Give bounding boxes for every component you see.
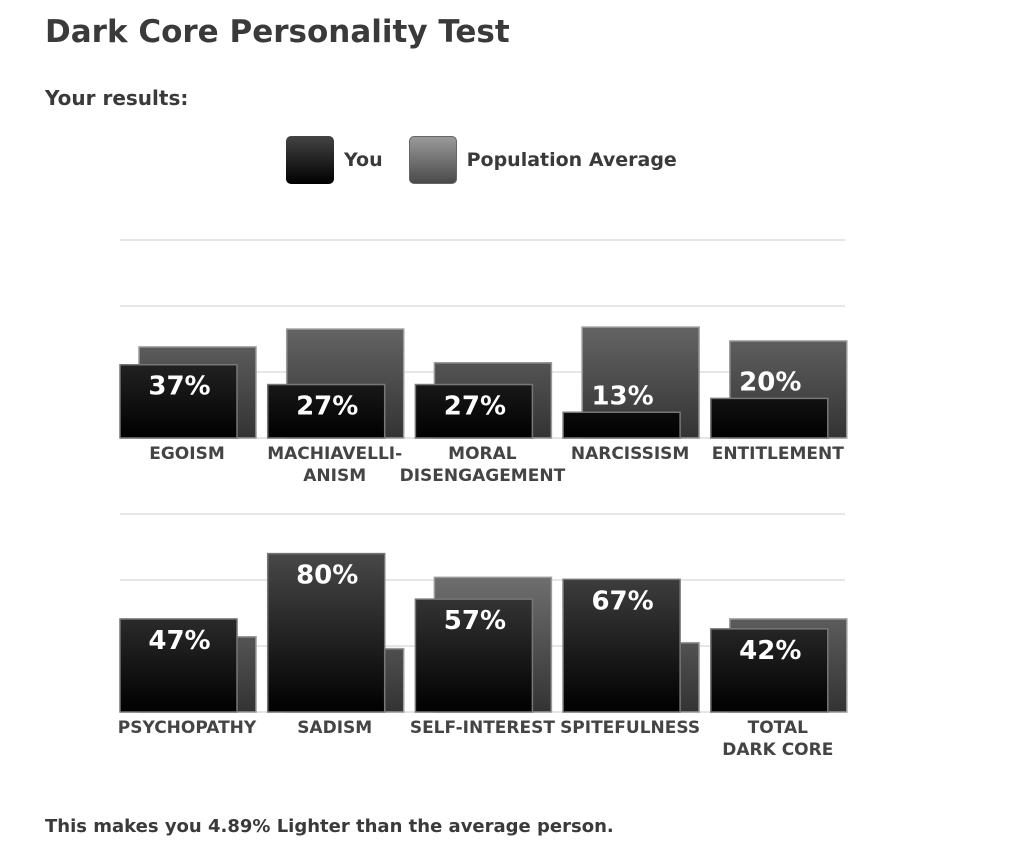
category-label: DISENGAGEMENT bbox=[400, 466, 566, 486]
bar-value-label: 37% bbox=[148, 372, 210, 402]
bar-you bbox=[562, 411, 681, 439]
category-label: SADISM bbox=[297, 718, 372, 738]
category-label: PSYCHOPATHY bbox=[118, 718, 257, 738]
bar-you bbox=[266, 383, 386, 439]
category-label: ENTITLEMENT bbox=[712, 444, 845, 464]
category-label: SPITEFULNESS bbox=[560, 718, 700, 738]
category-label: NARCISSISM bbox=[571, 444, 690, 464]
bar-you bbox=[710, 397, 829, 439]
bar-value-label: 20% bbox=[739, 367, 801, 397]
bar-value-label: 47% bbox=[148, 626, 210, 656]
bar-value-label: 42% bbox=[739, 636, 801, 666]
bar-value-label: 67% bbox=[591, 586, 653, 616]
category-label: MORAL bbox=[448, 444, 517, 464]
legend-label-population: Population Average bbox=[466, 149, 677, 171]
legend-label-you: You bbox=[344, 149, 383, 171]
category-label: TOTAL bbox=[748, 718, 808, 738]
category-label: MACHIAVELLI- bbox=[267, 444, 402, 464]
bar-value-label: 27% bbox=[296, 392, 358, 422]
bar-value-label: 57% bbox=[444, 606, 506, 636]
page-title: Dark Core Personality Test bbox=[45, 14, 510, 50]
bar-you bbox=[414, 598, 534, 713]
bar-you bbox=[710, 628, 829, 713]
bar-you bbox=[562, 578, 681, 713]
legend-swatch-you bbox=[286, 136, 334, 184]
category-label: EGOISM bbox=[149, 444, 225, 464]
chart-legend: You Population Average bbox=[286, 136, 677, 184]
results-heading: Your results: bbox=[45, 86, 189, 110]
bar-you bbox=[414, 383, 534, 439]
bar-value-label: 27% bbox=[444, 392, 506, 422]
bar-you bbox=[119, 363, 238, 439]
bar-value-label: 13% bbox=[591, 381, 653, 411]
bar-you bbox=[119, 618, 238, 713]
legend-swatch-population bbox=[408, 136, 457, 184]
category-label: ANISM bbox=[303, 466, 366, 486]
category-label: SELF-INTEREST bbox=[410, 718, 556, 738]
bar-you bbox=[266, 552, 386, 713]
summary-text: This makes you 4.89% Lighter than the av… bbox=[45, 816, 614, 837]
bar-value-label: 80% bbox=[296, 561, 358, 591]
category-label: DARK CORE bbox=[722, 740, 833, 760]
